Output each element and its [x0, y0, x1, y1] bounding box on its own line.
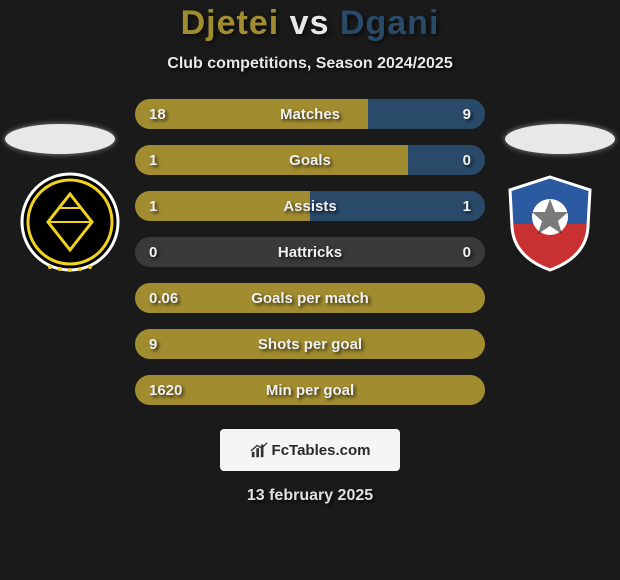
stat-label: Goals per match [135, 290, 485, 307]
chart-icon [250, 441, 268, 459]
stat-label: Matches [135, 106, 485, 123]
stat-bar: Shots per goal9 [135, 329, 485, 359]
stat-bar: Goals per match0.06 [135, 283, 485, 313]
player2-name: Dgani [340, 4, 439, 42]
stat-bar: Min per goal1620 [135, 375, 485, 405]
stat-bars: Matches189Goals10Assists11Hattricks00Goa… [135, 99, 485, 405]
stat-value-left: 1 [149, 198, 157, 215]
stat-value-right: 0 [463, 152, 471, 169]
stat-value-left: 0.06 [149, 290, 178, 307]
stat-label: Goals [135, 152, 485, 169]
logo-halo-left [5, 124, 115, 154]
stat-label: Hattricks [135, 244, 485, 261]
stat-label: Shots per goal [135, 336, 485, 353]
stat-label: Assists [135, 198, 485, 215]
stat-bar: Assists1 1 [135, 191, 485, 221]
stat-value-right: 0 [463, 244, 471, 261]
brand-badge: FcTables.com [220, 429, 400, 471]
stat-label: Min per goal [135, 382, 485, 399]
vs-text: vs [290, 4, 330, 42]
logo-halo-right [505, 124, 615, 154]
stat-value-left: 18 [149, 106, 166, 123]
stat-value-left: 1 [149, 152, 157, 169]
comparison-title: Djetei vs Dgani [0, 4, 620, 43]
player1-name: Djetei [181, 4, 280, 42]
brand-text: FcTables.com [272, 442, 371, 459]
team-logo-left [20, 172, 120, 272]
stat-bar: Goals1 0 [135, 145, 485, 175]
team-logo-right [500, 172, 600, 272]
stat-value-left: 9 [149, 336, 157, 353]
subtitle: Club competitions, Season 2024/2025 [0, 55, 620, 73]
stat-bar: Matches18 9 [135, 99, 485, 129]
stat-value-left: 1620 [149, 382, 182, 399]
stat-bar: Hattricks0 0 [135, 237, 485, 267]
stat-value-left: 0 [149, 244, 157, 261]
stat-value-right: 1 [463, 198, 471, 215]
stat-value-right: 9 [463, 106, 471, 123]
date-text: 13 february 2025 [0, 487, 620, 505]
